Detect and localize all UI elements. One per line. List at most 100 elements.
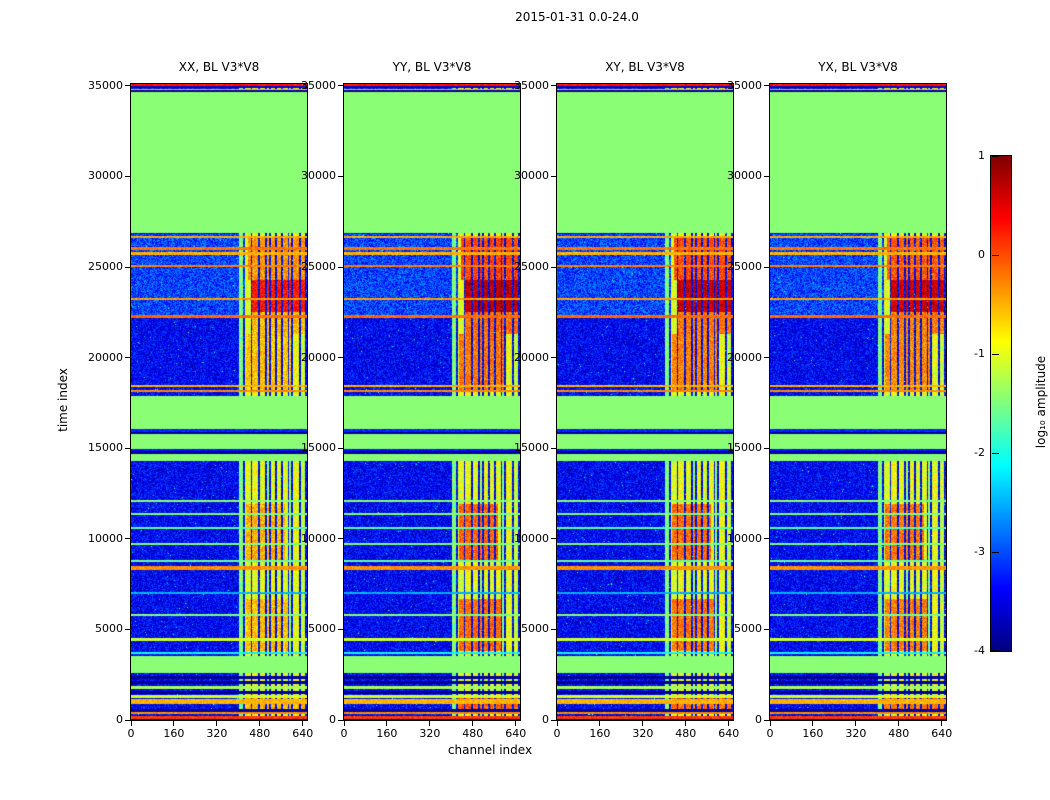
heatmap-canvas-yx [770,84,946,720]
y-tick-label: 30000 [727,169,762,183]
y-tick-mark [551,447,556,449]
y-tick-label: 15000 [514,441,549,455]
panel-title-yy: YY, BL V3*V8 [392,60,472,74]
y-tick-mark [338,266,343,268]
y-tick-label: 10000 [514,531,549,545]
y-tick-mark [551,85,556,87]
x-tick-label: 480 [888,727,910,740]
y-tick-mark [125,357,130,359]
y-tick-mark [338,538,343,540]
y-tick-mark [551,538,556,540]
y-tick-label: 5000 [734,622,762,636]
y-tick-label: 0 [329,713,336,726]
y-tick-mark [125,538,130,540]
x-tick-label: 0 [553,727,561,740]
y-tick-mark [551,719,556,721]
y-tick-label: 0 [542,713,549,726]
colorbar-tick-mark [992,254,999,256]
y-tick-mark [764,538,769,540]
x-tick-label: 640 [718,727,740,740]
y-tick-label: 35000 [727,78,762,92]
x-tick-mark [941,721,943,726]
y-tick-label: 20000 [301,350,336,364]
colorbar-tick-mark [992,649,999,651]
y-tick-label: 25000 [88,260,123,273]
y-tick-mark [338,175,343,177]
y-tick-mark [125,628,130,630]
colorbar-tick-label: -3 [974,545,985,558]
colorbar: 1 0 -1 -2 -3 -4 [974,149,1012,657]
x-tick-label: 0 [766,727,774,740]
y-tick-label: 5000 [521,622,549,636]
heatmap-panel-xx: XX, BL V3*V8 0 5000 10000 15000 20000 25000 30… [88,60,313,740]
y-tick-mark [338,357,343,359]
y-tick-label: 35000 [88,78,123,92]
x-tick-mark [472,721,474,726]
y-tick-mark [764,266,769,268]
y-tick-label: 30000 [301,169,336,183]
y-tick-mark [764,175,769,177]
x-tick-label: 640 [931,727,953,740]
y-tick-mark [125,266,130,268]
panel-title-yx: YX, BL V3*V8 [818,60,898,74]
y-tick-label: 20000 [727,350,762,364]
x-tick-label: 320 [206,727,228,740]
x-tick-mark [556,721,558,726]
y-tick-label: 20000 [88,350,123,364]
x-tick-mark [642,721,644,726]
colorbar-tick-mark [992,156,999,157]
x-tick-label: 480 [675,727,697,740]
x-tick-mark [728,721,730,726]
y-tick-label: 30000 [514,169,549,183]
heatmap-canvas-xx [131,84,307,720]
heatmap-panel-yy: YY, BL V3*V8 0 5000 10000 15000 20000 25000 30… [301,60,526,740]
panel-title-xy: XY, BL V3*V8 [605,60,685,74]
heatmap-canvas-xy [557,84,733,720]
y-tick-label: 35000 [301,78,336,92]
y-tick-label: 25000 [301,260,336,273]
y-tick-label: 10000 [301,531,336,545]
colorbar-tick-label: 1 [978,149,985,162]
x-tick-label: 160 [163,727,185,740]
y-tick-mark [764,447,769,449]
x-tick-mark [515,721,517,726]
x-tick-label: 320 [845,727,867,740]
x-tick-mark [259,721,261,726]
y-tick-mark [764,719,769,721]
x-tick-label: 480 [462,727,484,740]
colorbar-tick-mark [992,551,999,553]
y-tick-mark [125,85,130,87]
x-tick-mark [130,721,132,726]
x-tick-mark [685,721,687,726]
y-tick-label: 30000 [88,169,123,183]
y-axis-label: time index [56,368,70,432]
x-tick-mark [599,721,601,726]
y-tick-label: 35000 [514,78,549,92]
x-tick-label: 480 [249,727,271,740]
colorbar-tick-label: 0 [978,248,985,261]
x-tick-mark [855,721,857,726]
y-tick-mark [764,85,769,87]
y-tick-label: 15000 [727,441,762,455]
y-tick-mark [551,175,556,177]
x-tick-label: 0 [127,727,135,740]
x-tick-label: 160 [376,727,398,740]
figure-title: 2015-01-31 0.0-24.0 [515,10,639,24]
y-tick-mark [764,357,769,359]
y-tick-label: 25000 [727,260,762,273]
panel-title-xx: XX, BL V3*V8 [178,60,260,74]
y-tick-label: 20000 [514,350,549,364]
x-tick-label: 640 [505,727,527,740]
y-tick-label: 0 [755,713,762,726]
y-tick-mark [125,175,130,177]
x-tick-mark [343,721,345,726]
x-tick-mark [173,721,175,726]
y-tick-mark [551,266,556,268]
y-tick-label: 5000 [95,622,123,636]
x-tick-mark [812,721,814,726]
y-tick-mark [125,447,130,449]
heatmap-panel-yx: YX, BL V3*V8 0 5000 10000 15000 20000 25000 30… [727,60,952,740]
x-tick-label: 0 [340,727,348,740]
y-tick-label: 10000 [88,531,123,545]
